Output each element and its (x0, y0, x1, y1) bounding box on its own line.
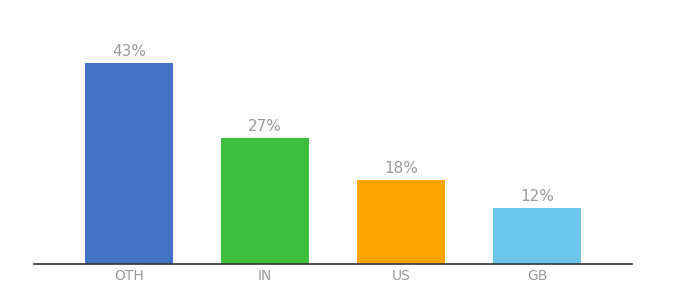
Bar (357, 180, 445, 264)
Text: 43%: 43% (112, 44, 146, 59)
Bar (493, 208, 581, 264)
Text: 12%: 12% (520, 189, 554, 204)
Bar (85, 63, 173, 264)
Bar (221, 138, 309, 264)
Text: 18%: 18% (384, 161, 418, 176)
Text: 27%: 27% (248, 119, 282, 134)
